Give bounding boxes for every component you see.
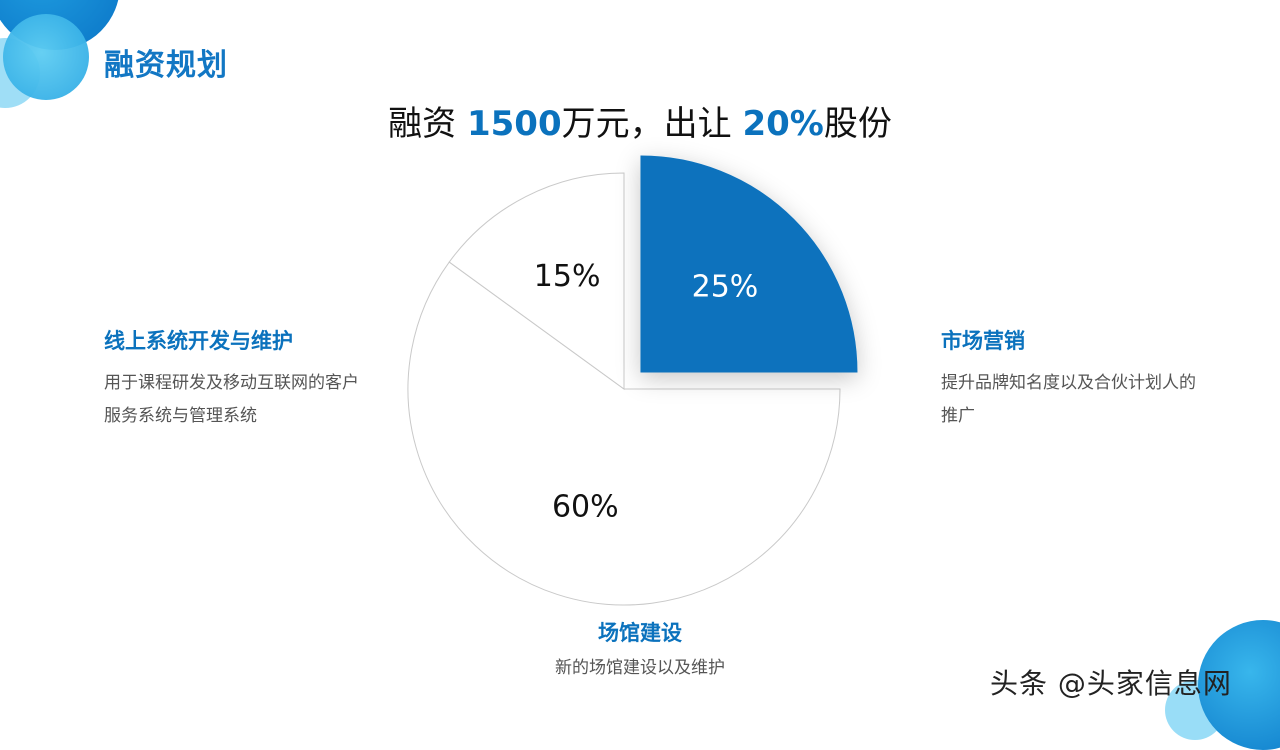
page-title: 融资规划 (104, 48, 228, 83)
legend-venue: 场馆建设 新的场馆建设以及维护 (440, 617, 840, 681)
legend-venue-desc: 新的场馆建设以及维护 (555, 658, 725, 678)
legend-marketing-desc: 提升品牌知名度以及合伙计划人的推广 (941, 373, 1196, 426)
legend-marketing-title: 市场营销 (941, 329, 1025, 353)
legend-online-title: 线上系统开发与维护 (104, 329, 293, 353)
pie-chart: 25% 60% 15% (407, 155, 858, 606)
pie-slice-3 (448, 172, 625, 390)
decor-circle-light (3, 14, 89, 100)
legend-marketing: 市场营销 提升品牌知名度以及合伙计划人的推广 (941, 325, 1201, 433)
headline-middle: 万元，出让 (561, 104, 743, 144)
legend-online-system: 线上系统开发与维护 用于课程研发及移动互联网的客户服务系统与管理系统 (104, 325, 374, 433)
pie-slice-1 (640, 155, 858, 373)
headline-prefix: 融资 (388, 104, 467, 144)
headline-suffix: 股份 (823, 104, 892, 144)
pie-label-1: 25% (692, 270, 759, 305)
watermark: 头条 @头家信息网 (990, 667, 1232, 700)
legend-venue-title: 场馆建设 (598, 621, 682, 645)
pie-label-3: 15% (534, 259, 601, 294)
pie-label-2: 60% (552, 490, 619, 525)
headline: 融资 1500万元，出让 20%股份 (0, 96, 1280, 145)
legend-online-desc: 用于课程研发及移动互联网的客户服务系统与管理系统 (104, 373, 359, 426)
headline-percent: 20% (742, 104, 824, 144)
pie-slice-2 (407, 261, 841, 606)
headline-amount: 1500 (466, 104, 562, 144)
